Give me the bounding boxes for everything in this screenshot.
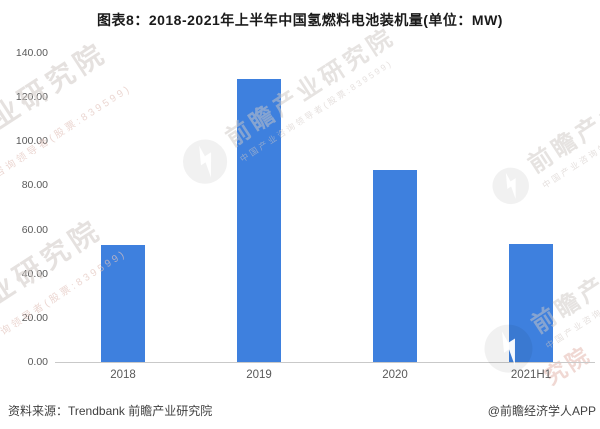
- y-tick-label: 80.00: [21, 179, 48, 192]
- qianzhan-logo-icon: [492, 167, 529, 204]
- y-tick-label: 0.00: [27, 356, 48, 368]
- qianzhan-logo-icon: [182, 139, 227, 184]
- watermark-logo-group-center: 前瞻产业研究院 中国产业咨询领导者(股票:839599): [172, 17, 408, 194]
- watermark-brand-text: 前瞻产业研究院: [523, 49, 600, 179]
- watermark-logo-group-right: 前瞻产业研究院 中国产业咨询领导者(股票:839599): [481, 43, 600, 216]
- x-tick-label: 2019: [246, 369, 272, 381]
- x-tick-label: 2021H1: [510, 369, 552, 381]
- chart-title: 图表8：2018-2021年上半年中国氢燃料电池装机量(单位：MW): [97, 12, 503, 28]
- y-tick-label: 60.00: [21, 223, 48, 236]
- y-tick-label: 20.00: [21, 311, 48, 324]
- y-tick-label: 40.00: [21, 267, 48, 280]
- attribution: @前瞻经济学人APP: [487, 404, 596, 418]
- x-tick-label: 2018: [110, 369, 136, 381]
- bar-2019: [237, 79, 281, 362]
- bar-2020: [373, 169, 417, 362]
- y-tick-label: 100.00: [15, 135, 48, 148]
- x-axis-line: [55, 362, 595, 363]
- bar-2018: [101, 245, 145, 362]
- x-tick-label: 2020: [382, 369, 408, 381]
- y-tick-label: 140.00: [15, 47, 48, 59]
- source-note: 资料来源：Trendbank 前瞻产业研究院: [8, 404, 213, 418]
- watermark-text-column: 前瞻产业研究院 中国产业咨询领导者(股票:839599): [520, 43, 600, 191]
- watermark-subtitle-text: 中国产业咨询领导者(股票:839599): [540, 84, 600, 191]
- bar-2021H1: [509, 243, 553, 362]
- y-tick-label: 120.00: [15, 91, 48, 104]
